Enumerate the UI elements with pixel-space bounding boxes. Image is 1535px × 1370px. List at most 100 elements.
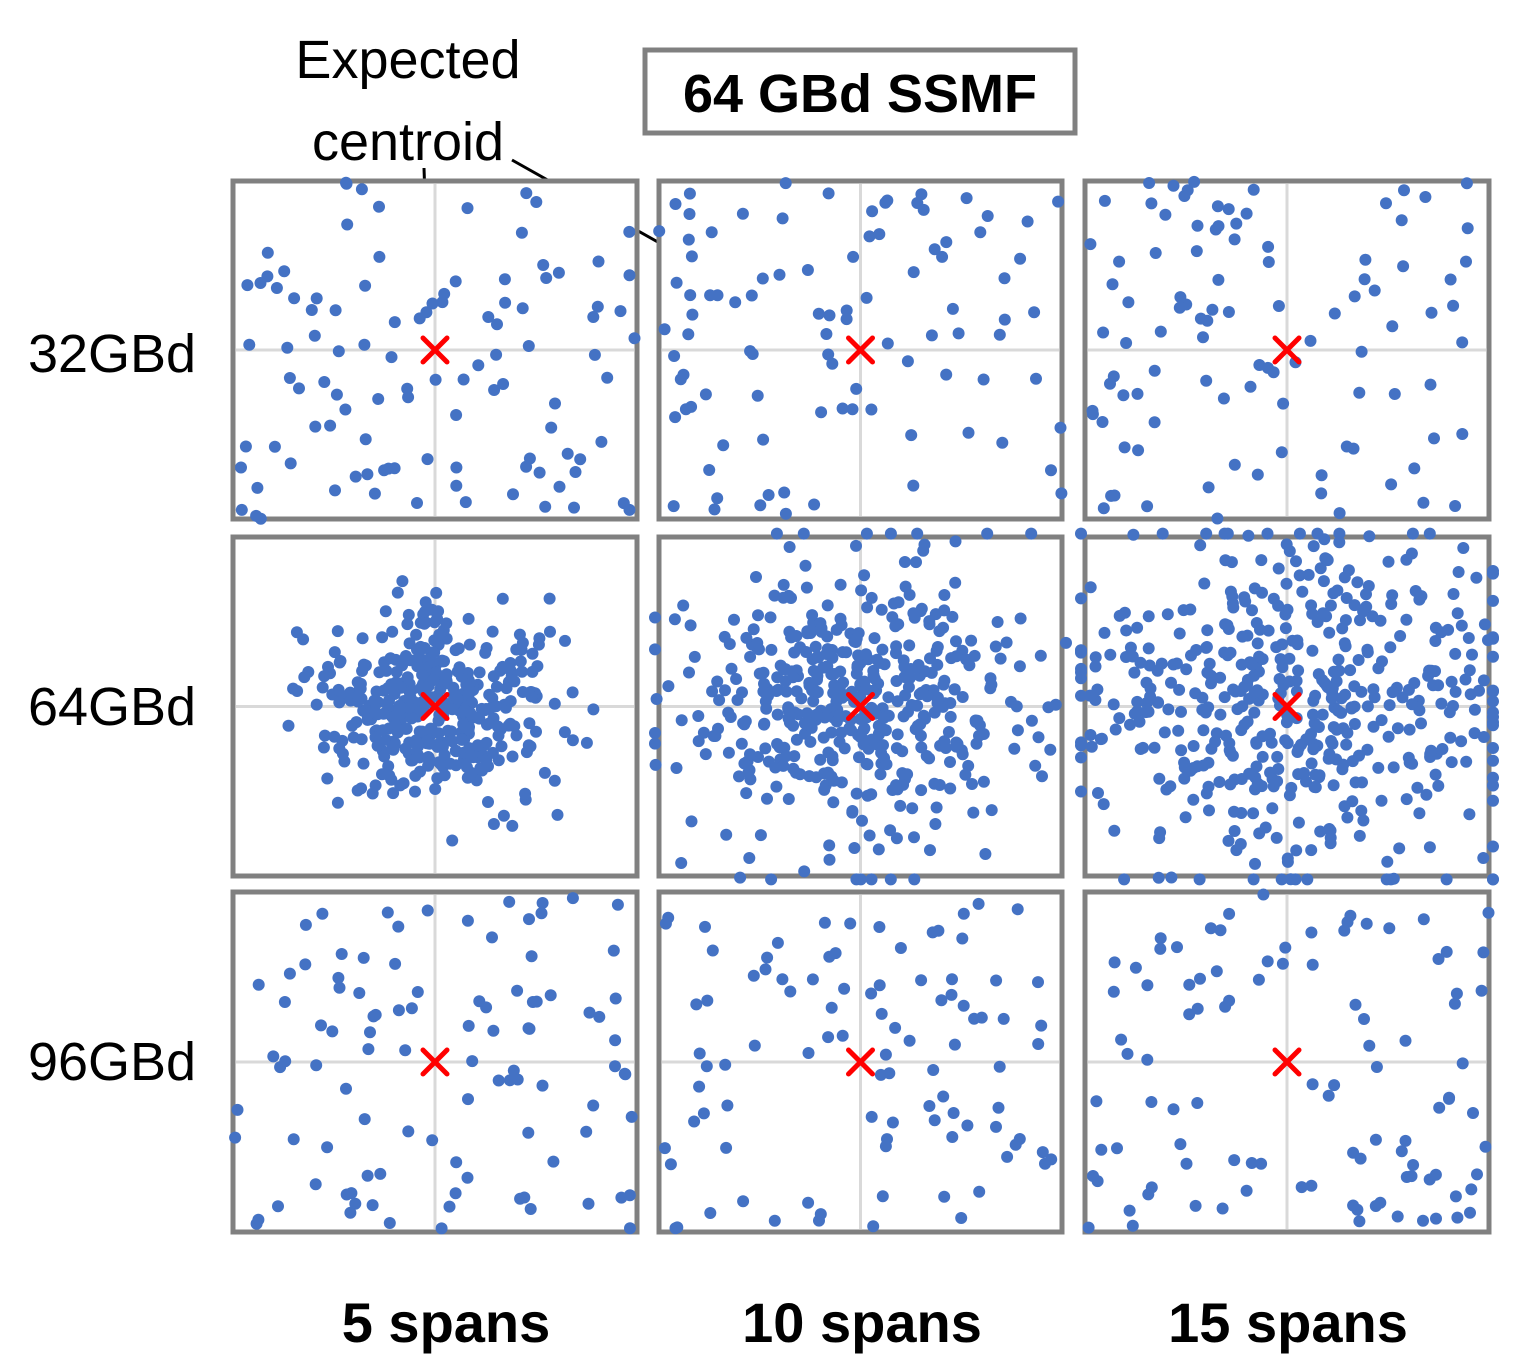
data-point [377,707,390,720]
data-point [522,1126,535,1139]
data-point [1173,627,1186,640]
data-point [1106,278,1119,291]
data-point [450,409,463,421]
data-point [1191,219,1204,232]
data-point [1107,985,1120,998]
data-point [1464,1206,1476,1219]
data-point [1271,775,1284,788]
data-point [997,1012,1010,1025]
data-point [955,1212,968,1224]
data-point [1200,641,1213,653]
data-point [482,717,495,730]
data-point [1075,646,1087,659]
data-point [423,737,436,750]
data-point [504,695,517,708]
data-point [1448,997,1461,1010]
data-point [278,265,291,278]
data-point [473,666,486,679]
data-point [1201,624,1214,637]
data-point [1419,191,1432,203]
data-point [827,796,840,809]
data-point [513,628,526,641]
data-point [614,305,627,318]
data-point [349,470,362,483]
data-point [535,907,548,920]
data-point [834,578,847,591]
data-point [411,497,423,509]
data-point [1221,649,1234,662]
expected-centroid-marker [420,335,450,365]
data-point [1292,664,1305,677]
data-point [559,634,571,647]
data-point [1036,1146,1049,1159]
data-point [414,616,427,629]
data-point [860,648,872,661]
data-point [1403,723,1416,736]
data-point [623,269,636,282]
data-point [1082,1221,1095,1234]
data-point [1400,793,1413,806]
column-label-10-spans: 10 spans [742,1291,982,1354]
data-point [1197,331,1209,344]
data-point [935,994,948,1007]
data-point [1210,727,1223,740]
data-point [1336,622,1349,635]
data-point [649,643,661,656]
data-point [1385,598,1398,610]
data-point [359,433,372,446]
data-point [1151,696,1164,709]
data-point [1447,588,1460,600]
data-point [1353,1215,1366,1228]
data-point [981,210,994,222]
data-point [1487,754,1499,767]
data-point [1417,913,1430,926]
data-point [760,702,773,715]
data-point [713,694,726,707]
data-point [1097,502,1110,515]
data-point [1167,179,1180,192]
data-point [1194,539,1207,552]
data-point [1477,731,1490,743]
panel-32gbd-5-spans [230,176,641,525]
data-point [989,640,1002,653]
data-point [984,682,997,695]
data-point [963,659,976,672]
data-point [491,720,504,733]
data-point [1134,743,1147,755]
data-point [773,268,786,281]
data-point [711,675,724,688]
data-point [814,1208,827,1221]
expected-centroid-marker [846,1047,875,1077]
data-point [940,236,953,249]
data-point [1280,716,1293,729]
data-point [402,1125,415,1138]
data-point [973,729,985,742]
data-point [523,1022,536,1035]
data-point [921,690,934,703]
data-point [611,898,624,911]
data-point [836,691,849,704]
data-point [1141,1053,1154,1066]
data-point [1235,807,1248,819]
data-point [1180,1157,1193,1170]
data-point [1475,984,1488,997]
data-point [592,255,605,268]
data-point [675,714,688,727]
data-point [682,233,695,246]
data-point [1172,724,1185,737]
data-point [486,625,499,638]
data-point [1320,553,1333,566]
data-point [653,225,666,238]
data-point [1200,374,1213,387]
data-point [811,673,823,686]
data-point [1193,873,1206,886]
data-point [488,384,501,396]
data-point [358,1113,371,1126]
data-point [776,212,789,225]
data-point [1140,676,1153,689]
data-point [1352,654,1365,666]
data-point [979,848,992,860]
data-point [409,785,421,798]
data-point [1121,1047,1134,1060]
data-point [962,759,975,772]
